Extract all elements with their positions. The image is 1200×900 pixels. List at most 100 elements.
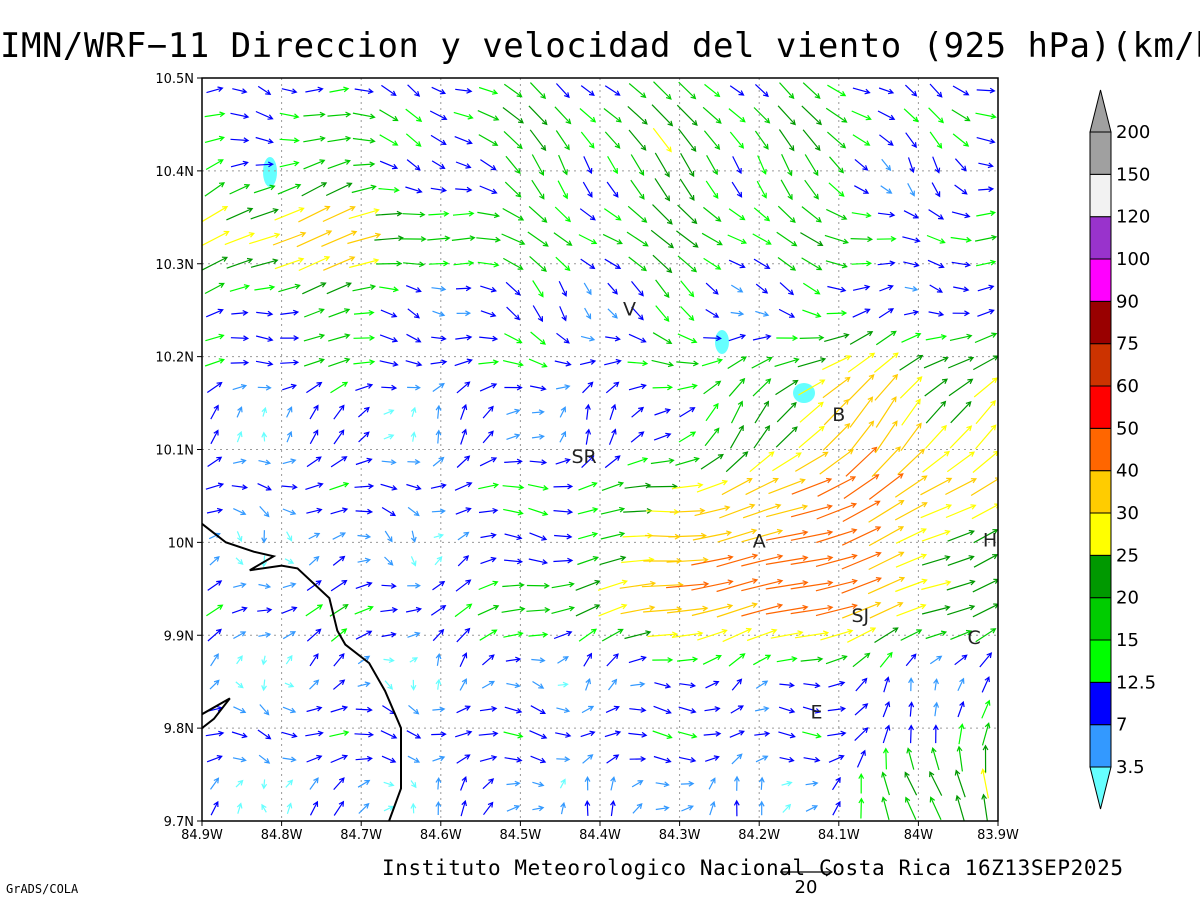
wind-vector-arrow [604,730,622,738]
wind-vector-arrow [298,256,331,272]
wind-vector-arrow [600,531,626,540]
wind-vector-arrow [945,478,978,496]
wind-vector-arrow [630,179,645,200]
wind-vector-arrow [204,111,226,118]
wind-vector-arrow [824,333,850,342]
wind-vector-arrow [380,730,398,739]
wind-vector-arrow [529,129,547,152]
wind-vector-arrow [579,359,597,366]
wind-vector-arrow [555,384,571,390]
wind-vector-arrow [666,581,710,589]
wind-vector-arrow [354,731,375,738]
wind-vector-arrow [432,456,445,467]
wind-vector-arrow [303,135,326,143]
colorbar-label: 3.5 [1116,757,1145,778]
wind-vector-arrow [453,260,475,266]
wind-vector-arrow [677,656,699,663]
x-tick-label: 84.1W [818,828,860,843]
wind-vector-arrow [894,475,928,498]
wind-vector-arrow [705,180,719,200]
wind-vector-arrow [952,310,971,317]
wind-vector-arrow [459,652,468,667]
y-tick-label: 10.2N [155,351,194,366]
wind-vector-arrow [407,458,421,465]
wind-vector-arrow [604,131,621,149]
wind-vector-arrow [877,260,896,267]
wind-vector-arrow [353,161,376,168]
wind-vector-arrow [946,579,976,591]
wind-vector-arrow [326,282,352,295]
wind-vector-arrow [204,135,226,143]
colorbar-label: 60 [1116,376,1139,397]
wind-vector-arrow [476,236,502,243]
wind-vector-arrow [503,130,523,150]
wind-vector-arrow [309,777,319,790]
wind-vector-arrow [879,651,893,668]
wind-vector-arrow [435,776,442,790]
wind-vector-arrow [654,682,672,689]
wind-vector-arrow [654,408,671,416]
wind-vector-arrow [825,107,848,123]
wind-vector-arrow [841,551,882,570]
wind-vector-arrow [250,258,279,268]
wind-vector-arrow [631,406,645,418]
x-tick-label: 84.4W [579,828,621,843]
wind-vector-arrow [554,360,572,367]
wind-vector-arrow [841,601,882,619]
wind-vector-arrow [947,555,975,566]
wind-vector-arrow [281,484,298,490]
wind-vector-arrow [929,284,943,293]
wind-vector-arrow [456,705,471,714]
wind-vector-arrow [584,307,592,320]
coastline-path [202,697,231,729]
wind-vector-arrow [752,378,772,397]
wind-vector-arrow [955,794,965,821]
wind-vector-arrow [483,801,494,816]
wind-vector-arrow [606,754,620,764]
wind-vector-arrow [855,677,868,692]
wind-vector-arrow [502,107,524,124]
wind-vector-arrow [899,354,924,371]
reference-vector: 20 [780,867,834,898]
wind-vector-arrow [628,333,647,343]
wind-vector-arrow [379,286,400,293]
wind-vector-arrow [956,745,963,772]
wind-vector-arrow [671,630,704,638]
wind-vector-arrow [231,731,248,739]
wind-vector-arrow [585,428,592,445]
wind-vector-arrow [874,627,899,644]
wind-vector-arrow [770,630,804,639]
wind-vector-arrow [825,655,848,665]
colorbar-label: 200 [1116,122,1150,143]
wind-vector-arrow [348,208,380,220]
wind-vector-arrow [691,554,734,566]
wind-vector-arrow [528,105,548,126]
wind-vector-arrow [982,744,989,773]
colorbar-label: 15 [1116,630,1139,651]
wind-vector-arrow [257,729,272,740]
wind-vector-arrow [976,87,996,94]
wind-vector-arrow [330,579,348,592]
wind-vector-arrow [230,160,249,168]
wind-vector-arrow [651,359,675,368]
wind-vector-arrow [459,678,467,691]
wind-vector-arrow [281,731,298,739]
wind-vector-arrow [376,260,403,267]
wind-vector-arrow [482,405,494,419]
wind-vector-arrow [758,776,765,790]
wind-vector-arrow [854,185,870,194]
wind-vector-arrow [831,776,841,791]
wind-vector-arrow [257,483,272,491]
wind-vector-arrow [381,755,397,763]
wind-vector-arrow [705,755,720,762]
wind-vector-arrow [849,331,874,345]
wind-vector-arrow [882,700,891,718]
wind-vector-arrow [302,282,327,295]
wind-vector-arrow [374,235,404,242]
wind-vector-arrow [952,85,970,96]
y-tick-label: 9.9N [164,629,194,644]
wind-vector-arrow [352,112,376,120]
wind-vector-arrow [559,406,566,418]
wind-vector-arrow [681,805,694,812]
wind-vector-arrow [558,154,568,176]
